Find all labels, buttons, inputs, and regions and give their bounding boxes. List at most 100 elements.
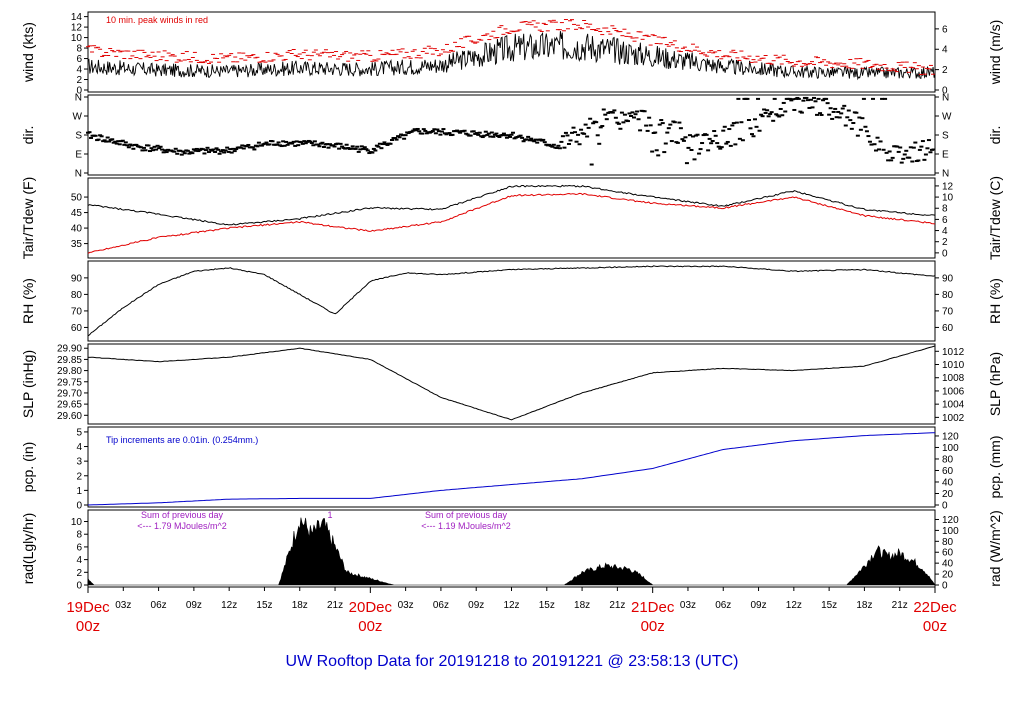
xtick-label: 09z: [186, 600, 202, 611]
ytick-label-rh: 90: [71, 273, 83, 284]
relative-humidity-line: [87, 265, 936, 337]
ytick-right-label-rh: 90: [942, 273, 954, 284]
panel-frame-rh: [87, 260, 936, 342]
ytick-right-label-slp: 1008: [942, 373, 965, 384]
ylabel-slp: SLP (inHg): [20, 350, 36, 418]
ytick-right-label-temp: 10: [942, 193, 954, 204]
ytick-right-label-slp: 1002: [942, 413, 965, 424]
ytick-label-dir: N: [75, 169, 82, 180]
panel-frame-pcp: [87, 426, 936, 508]
xtick-label: 18z: [574, 600, 590, 611]
ytick-right-label-pcp: 40: [942, 477, 954, 488]
day-label: 20Dec: [349, 599, 393, 616]
ytick-right-label-slp: 1012: [942, 347, 965, 358]
ytick-right-label-dir: W: [942, 112, 952, 123]
panel-frame-slp: [87, 343, 936, 425]
ytick-label-temp: 45: [71, 208, 83, 219]
ytick-label-temp: 35: [71, 239, 83, 250]
ytick-right-label-rh: 80: [942, 290, 954, 301]
ytick-label-pcp: 5: [76, 427, 82, 438]
ylabel-right-dir: dir.: [987, 126, 1003, 145]
ytick-right-label-wind: 2: [942, 65, 948, 76]
ytick-label-slp: 29.65: [57, 400, 82, 411]
ytick-right-label-dir: S: [942, 131, 949, 142]
pcp-annotation: Tip increments are 0.01in. (0.254mm.): [106, 435, 258, 445]
ytick-right-label-pcp: 120: [942, 431, 959, 442]
ytick-label-dir: E: [75, 150, 82, 161]
ytick-label-rad: 0: [76, 581, 82, 592]
day-sub-label: 00z: [641, 618, 665, 635]
xtick-label: 09z: [750, 600, 766, 611]
xtick-label: 06z: [151, 600, 167, 611]
ytick-right-label-dir: N: [942, 93, 949, 104]
ytick-right-label-dir: N: [942, 169, 949, 180]
ylabel-rh: RH (%): [20, 278, 36, 324]
day-sub-label: 00z: [358, 618, 382, 635]
xtick-label: 06z: [433, 600, 449, 611]
xtick-label: 18z: [856, 600, 872, 611]
ytick-label-dir: N: [75, 93, 82, 104]
precipitation-line: [87, 432, 936, 506]
ytick-label-wind: 12: [71, 23, 83, 34]
ytick-right-label-wind: 6: [942, 24, 948, 35]
ytick-label-slp: 29.80: [57, 366, 82, 377]
ytick-label-pcp: 3: [76, 457, 82, 468]
ytick-label-pcp: 2: [76, 471, 82, 482]
ytick-right-label-rad: 60: [942, 548, 954, 559]
xtick-label: 21z: [609, 600, 625, 611]
ytick-right-label-pcp: 20: [942, 489, 954, 500]
ytick-label-wind: 0: [76, 86, 82, 97]
ytick-label-rad: 4: [76, 555, 82, 566]
wind-speed-line: [87, 31, 936, 81]
ytick-label-pcp: 0: [76, 501, 82, 512]
ytick-label-rad: 8: [76, 530, 82, 541]
ytick-label-rh: 80: [71, 290, 83, 301]
air-temperature-line: [87, 184, 936, 226]
ytick-label-slp: 29.70: [57, 388, 82, 399]
day-label: 19Dec: [66, 599, 110, 616]
ytick-right-label-slp: 1006: [942, 386, 965, 397]
ytick-label-rh: 70: [71, 306, 83, 317]
ytick-right-label-rad: 20: [942, 570, 954, 581]
ylabel-right-rh: RH (%): [987, 278, 1003, 324]
chart-title: UW Rooftop Data for 20191218 to 20191221…: [286, 653, 739, 670]
ytick-label-rad: 10: [71, 517, 83, 528]
ytick-label-pcp: 1: [76, 486, 82, 497]
xtick-label: 03z: [398, 600, 414, 611]
ytick-label-slp: 29.75: [57, 377, 82, 388]
ytick-label-wind: 8: [76, 44, 82, 55]
ytick-right-label-rad: 0: [942, 581, 948, 592]
ylabel-dir: dir.: [20, 126, 36, 145]
ytick-right-label-temp: 4: [942, 226, 948, 237]
ytick-label-wind: 2: [76, 75, 82, 86]
ytick-right-label-slp: 1010: [942, 360, 965, 371]
ytick-right-label-pcp: 100: [942, 443, 959, 454]
ytick-label-slp: 29.60: [57, 411, 82, 422]
radiation-sum-label: Sum of previous day: [425, 510, 508, 520]
ytick-right-label-pcp: 60: [942, 466, 954, 477]
ytick-right-label-temp: 12: [942, 181, 954, 192]
ytick-right-label-rad: 40: [942, 559, 954, 570]
xtick-label: 21z: [327, 600, 343, 611]
xtick-label: 21z: [892, 600, 908, 611]
ytick-label-rad: 2: [76, 568, 82, 579]
ytick-right-label-rad: 80: [942, 537, 954, 548]
panel-frame-wind: [87, 11, 936, 93]
solar-radiation-area: [87, 517, 936, 586]
radiation-sum-value: <--- 1.19 MJoules/m^2: [421, 521, 511, 531]
xtick-label: 12z: [221, 600, 237, 611]
xtick-label: 12z: [503, 600, 519, 611]
ytick-label-dir: S: [75, 131, 82, 142]
radiation-sum-label: Sum of previous day: [141, 510, 224, 520]
ytick-label-wind: 6: [76, 54, 82, 65]
ylabel-temp: Tair/Tdew (F): [20, 177, 36, 259]
ytick-right-label-temp: 0: [942, 248, 948, 259]
ylabel-pcp: pcp. (in): [20, 442, 36, 493]
ylabel-rad: rad(Lgly/hr): [20, 513, 36, 585]
ytick-label-temp: 40: [71, 224, 83, 235]
ytick-right-label-temp: 6: [942, 215, 948, 226]
ytick-right-label-wind: 4: [942, 45, 948, 56]
dewpoint-line: [87, 192, 936, 254]
ytick-right-label-rad: 120: [942, 515, 959, 526]
